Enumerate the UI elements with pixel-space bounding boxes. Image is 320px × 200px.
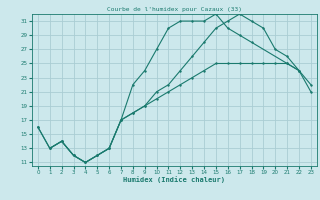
Title: Courbe de l'humidex pour Cazaux (33): Courbe de l'humidex pour Cazaux (33) xyxy=(107,7,242,12)
X-axis label: Humidex (Indice chaleur): Humidex (Indice chaleur) xyxy=(124,177,225,183)
